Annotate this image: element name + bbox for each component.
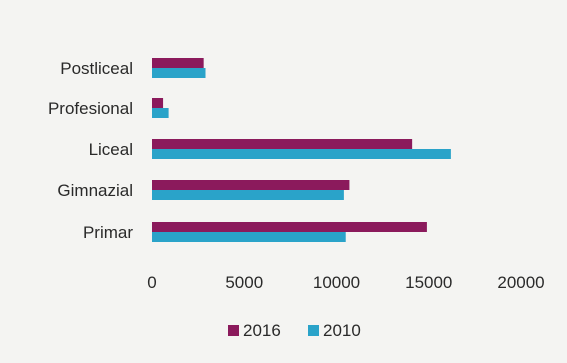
- legend-item-2010: 2010: [308, 321, 361, 340]
- x-tick-label: 15000: [405, 273, 452, 292]
- x-tick-label: 5000: [225, 273, 263, 292]
- x-tick-label: 20000: [497, 273, 544, 292]
- bar-postliceal-2016: [152, 58, 204, 68]
- x-axis-tick-labels: 0 5000 10000 15000 20000: [147, 273, 544, 292]
- bar-liceal-2016: [152, 139, 413, 149]
- category-label-gimnazial: Gimnazial: [57, 181, 133, 200]
- x-tick-label: 10000: [313, 273, 360, 292]
- category-labels: Primar Gimnazial Liceal Profesional Postlice…: [48, 59, 133, 242]
- bar-postliceal-2010: [152, 68, 206, 78]
- bar-gimnazial-2016: [152, 180, 350, 190]
- legend-item-2016: 2016: [228, 321, 281, 340]
- bar-profesional-2016: [152, 98, 164, 108]
- x-tick-label: 0: [147, 273, 156, 292]
- bar-profesional-2010: [152, 108, 169, 118]
- bar-primar-2016: [152, 222, 427, 232]
- category-label-primar: Primar: [83, 223, 133, 242]
- legend: 2016 2010: [228, 321, 361, 340]
- bar-primar-2010: [152, 232, 346, 242]
- category-label-postliceal: Postliceal: [60, 59, 133, 78]
- legend-swatch-2016: [228, 325, 239, 336]
- legend-swatch-2010: [308, 325, 319, 336]
- bar-gimnazial-2010: [152, 190, 344, 200]
- category-label-profesional: Profesional: [48, 99, 133, 118]
- bars-layer: [152, 58, 451, 242]
- category-label-liceal: Liceal: [89, 140, 133, 159]
- bar-liceal-2010: [152, 149, 451, 159]
- legend-label-2016: 2016: [243, 321, 281, 340]
- legend-label-2010: 2010: [323, 321, 361, 340]
